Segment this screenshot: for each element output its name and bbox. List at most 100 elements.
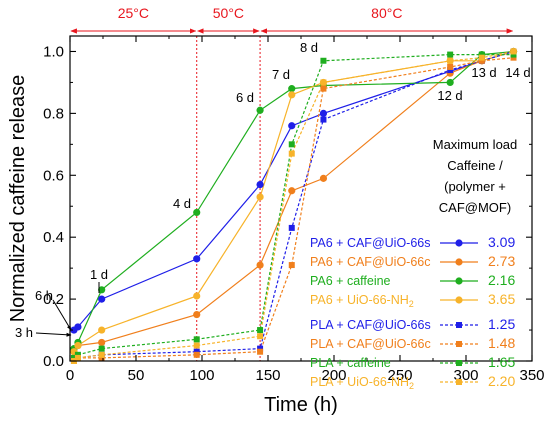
legend-max-load: 2.20 bbox=[488, 373, 515, 389]
data-point bbox=[288, 122, 296, 130]
legend-header-line: Caffeine / bbox=[447, 158, 503, 173]
legend-swatch-marker bbox=[456, 322, 462, 328]
series-lines bbox=[73, 50, 514, 362]
zone-label: 50°C bbox=[213, 5, 244, 21]
zone-label: 80°C bbox=[371, 5, 402, 21]
time-annotations: 3 h 6 h 1 d 4 d 6 d 7 d 8 d 12 d 13 d 14 d bbox=[15, 40, 531, 340]
data-point bbox=[74, 323, 82, 331]
legend-label-text: PA6 + UiO-66-NH bbox=[310, 293, 409, 307]
data-point bbox=[193, 255, 201, 263]
legend-max-load: 2.73 bbox=[488, 253, 515, 269]
annotation-label: 6 h bbox=[35, 288, 53, 303]
legend-entry-label: PA6 + caffeine bbox=[310, 274, 391, 288]
annotation-label: 12 d bbox=[437, 88, 462, 103]
data-point bbox=[193, 292, 201, 300]
data-point bbox=[193, 208, 201, 217]
data-point bbox=[193, 348, 200, 355]
legend-max-load: 3.65 bbox=[488, 291, 515, 307]
temperature-zones: 25°C 50°C 80°C bbox=[70, 5, 514, 361]
annotation-label: 8 d bbox=[300, 40, 318, 55]
y-tick-label: 1.0 bbox=[43, 43, 64, 60]
data-point bbox=[256, 261, 264, 269]
annotation-label: 6 d bbox=[236, 90, 254, 105]
legend-max-load: 1.65 bbox=[488, 354, 515, 370]
annotation-label: 14 d bbox=[505, 65, 530, 80]
y-tick-label: 0.6 bbox=[43, 167, 64, 184]
legend-header-line: Maximum load bbox=[433, 137, 518, 152]
legend-entry-label: PA6 + UiO-66-NH2 bbox=[310, 293, 414, 309]
data-point bbox=[288, 150, 295, 157]
legend-label-subscript: 2 bbox=[409, 381, 414, 391]
data-point bbox=[98, 326, 106, 334]
x-tick-label: 150 bbox=[255, 367, 280, 384]
data-point bbox=[447, 51, 454, 58]
x-tick-label: 250 bbox=[387, 367, 412, 384]
data-point bbox=[288, 91, 296, 99]
x-tick-label: 0 bbox=[66, 367, 74, 384]
legend-entry-label: PA6 + CAF@UiO-66s bbox=[310, 236, 430, 250]
data-point bbox=[319, 109, 328, 117]
annotation-label: 13 d bbox=[471, 65, 496, 80]
data-point bbox=[288, 141, 295, 148]
data-point bbox=[98, 295, 106, 303]
x-axis-title: Time (h) bbox=[264, 394, 338, 416]
series-line bbox=[73, 50, 514, 362]
data-point bbox=[510, 48, 517, 55]
legend-label-text: PLA + UiO-66-NH bbox=[310, 375, 409, 389]
data-point bbox=[478, 54, 485, 61]
data-point bbox=[320, 57, 327, 64]
legend-entry-label: PLA + CAF@UiO-66s bbox=[310, 318, 431, 332]
series-markers bbox=[70, 47, 518, 364]
series-line bbox=[73, 50, 514, 353]
data-point bbox=[193, 336, 200, 343]
x-tick-label: 200 bbox=[321, 367, 346, 384]
series-line bbox=[73, 57, 514, 362]
series-line bbox=[73, 50, 514, 353]
annotation-label: 7 d bbox=[272, 67, 290, 82]
legend-max-load: 1.25 bbox=[488, 316, 515, 332]
data-point bbox=[320, 116, 327, 123]
data-point bbox=[288, 262, 295, 269]
data-point bbox=[74, 351, 81, 358]
y-tick-label: 0.4 bbox=[43, 229, 64, 246]
y-tick-label: 0.0 bbox=[43, 353, 64, 370]
y-tick-label: 0.2 bbox=[43, 291, 64, 308]
legend-max-load: 2.16 bbox=[488, 272, 515, 288]
legend-entry-label: PLA + caffeine bbox=[310, 356, 391, 370]
data-point bbox=[288, 224, 295, 231]
x-tick-label: 100 bbox=[189, 367, 214, 384]
legend-header-line: (polymer + bbox=[444, 179, 506, 194]
data-point bbox=[478, 51, 485, 58]
legend-max-load: 3.09 bbox=[488, 234, 515, 250]
y-axis-title: Normalized caffeine release bbox=[7, 75, 29, 323]
zone-label: 25°C bbox=[118, 5, 149, 21]
x-tick-label: 350 bbox=[519, 367, 544, 384]
data-point bbox=[447, 63, 454, 70]
legend-swatch-marker bbox=[455, 296, 463, 304]
data-point bbox=[98, 286, 106, 294]
axes: 0 50 100 150 200 250 300 3500.00.20.40.60.81.0T… bbox=[7, 35, 545, 416]
legend: Maximum load Caffeine / (polymer + CAF@MOF)… bbox=[310, 137, 517, 391]
annotation-label: 4 d bbox=[173, 196, 191, 211]
data-point bbox=[288, 85, 296, 93]
legend-max-load: 1.48 bbox=[488, 335, 515, 351]
annotation-arrow bbox=[52, 299, 72, 331]
legend-swatch-marker bbox=[455, 239, 463, 247]
data-point bbox=[256, 106, 264, 114]
data-point bbox=[74, 354, 81, 361]
legend-header-line: CAF@MOF) bbox=[439, 200, 511, 215]
data-point bbox=[256, 193, 264, 201]
legend-label-subscript: 2 bbox=[409, 299, 414, 309]
y-tick-label: 0.8 bbox=[43, 105, 64, 122]
legend-swatch-marker bbox=[455, 277, 463, 285]
data-point bbox=[320, 85, 327, 92]
data-point bbox=[98, 338, 106, 347]
data-point bbox=[193, 351, 200, 358]
data-point bbox=[74, 341, 82, 350]
annotation-label: 1 d bbox=[90, 267, 108, 282]
data-point bbox=[257, 327, 264, 334]
annotation-arrow bbox=[35, 332, 72, 337]
series-line bbox=[73, 50, 514, 349]
data-point bbox=[193, 342, 200, 349]
